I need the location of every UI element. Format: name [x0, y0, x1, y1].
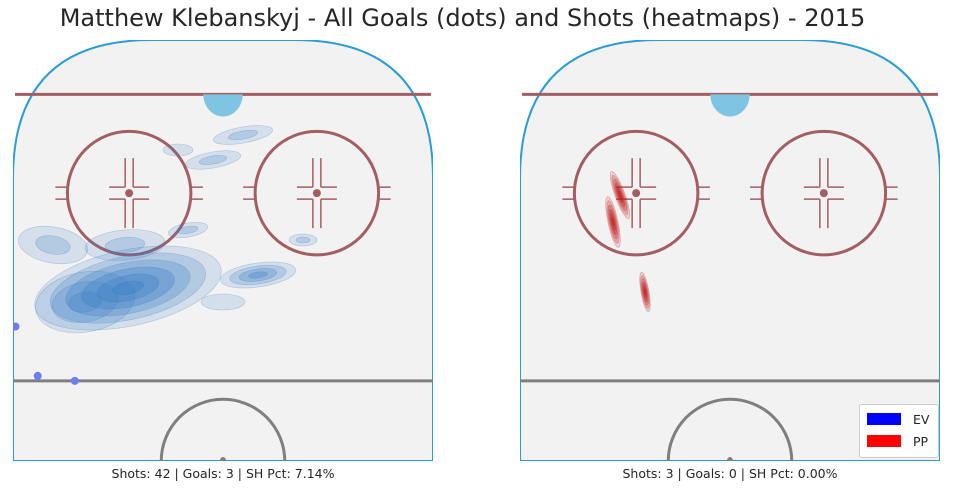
chart-title: Matthew Klebanskyj - All Goals (dots) an… — [59, 4, 866, 32]
rink-boards — [13, 40, 433, 461]
shot-density-ev — [185, 150, 241, 170]
shot-density-ev — [162, 143, 194, 157]
shot-density-ev — [34, 245, 222, 331]
legend-swatch-pp — [867, 435, 901, 447]
rink-pp — [520, 40, 940, 461]
shot-density-ev — [68, 291, 102, 313]
shot-density-ev — [112, 280, 144, 296]
goal-crease — [203, 94, 243, 117]
shot-density-ev — [229, 264, 287, 286]
shot-density-ev — [238, 268, 278, 282]
shot-density-ev — [295, 236, 311, 244]
shot-density-ev — [220, 261, 296, 289]
legend-label-pp: PP — [913, 433, 929, 449]
faceoff-dot — [819, 189, 828, 198]
shot-density-pp — [643, 288, 647, 296]
shot-density-pp — [605, 196, 621, 248]
rink-boards — [520, 40, 940, 461]
faceoff-dot — [125, 189, 134, 198]
rink-surface — [13, 40, 433, 461]
shot-density-pp — [616, 186, 624, 204]
shot-density-pp — [642, 285, 648, 299]
shot-density-pp — [611, 217, 615, 227]
center-circle — [666, 397, 794, 461]
goal-dots — [13, 322, 79, 385]
faceoff-circle — [253, 129, 381, 257]
caption-ev: Shots: 42 | Goals: 3 | SH Pct: 7.14% — [111, 466, 335, 481]
goal-dot — [13, 322, 20, 331]
faceoff-dot — [312, 189, 321, 198]
rink-ev — [13, 40, 433, 461]
faceoff-dot — [632, 189, 641, 198]
shot-density-ev — [200, 293, 246, 311]
shot-density-pp — [610, 213, 616, 231]
center-dot — [727, 457, 733, 461]
legend-item-ev: EV — [867, 411, 930, 427]
shot-density-ev — [35, 270, 135, 334]
shot-density-ev — [49, 252, 207, 324]
shot-density-pp — [606, 200, 620, 244]
legend-swatch-ev — [867, 413, 901, 425]
shot-density-ev — [248, 271, 268, 279]
goal-dot — [33, 371, 42, 380]
shot-density-pp — [618, 190, 622, 200]
shot-density-ev — [81, 266, 175, 310]
legend-item-pp: PP — [867, 433, 929, 449]
shot-density-ev — [96, 273, 160, 303]
shot-density-ev — [213, 125, 273, 145]
shot-density-pp — [609, 171, 631, 219]
legend-label-ev: EV — [913, 411, 930, 427]
shot-density-pp — [611, 175, 629, 215]
faceoff-circle — [65, 129, 193, 257]
shot-density-ev — [35, 235, 71, 255]
rink-surface — [520, 40, 940, 461]
shot-density-pp — [613, 178, 627, 212]
shot-density-pp — [614, 182, 626, 208]
faceoff-circle — [760, 129, 888, 257]
shot-density-ev — [65, 259, 191, 317]
shot-density-ev — [51, 281, 119, 323]
shot-density-pp — [641, 278, 649, 306]
center-dot — [220, 457, 226, 461]
legend: EV PP — [859, 404, 939, 458]
shot-density-pp — [607, 204, 619, 240]
shot-density-pp — [640, 275, 650, 309]
caption-pp: Shots: 3 | Goals: 0 | SH Pct: 0.00% — [622, 466, 838, 481]
goal-dot — [70, 376, 79, 385]
shot-density-ev — [198, 155, 228, 165]
faceoff-circle — [572, 129, 700, 257]
shot-density-pp — [642, 281, 648, 303]
shot-density-ev — [18, 225, 88, 265]
shot-density-ev — [227, 129, 259, 141]
shot-density-pp — [639, 271, 651, 313]
goal-crease — [710, 94, 750, 117]
center-circle — [159, 397, 287, 461]
shot-density-ev — [104, 237, 146, 253]
shot-density-ev — [177, 225, 199, 235]
shot-density-ev — [167, 221, 209, 239]
shot-density-ev — [84, 229, 166, 261]
shot-density-ev — [288, 233, 318, 247]
shot-heatmap-ev — [18, 125, 318, 334]
shot-density-pp — [609, 208, 617, 236]
shot-heatmap-pp — [605, 171, 651, 313]
